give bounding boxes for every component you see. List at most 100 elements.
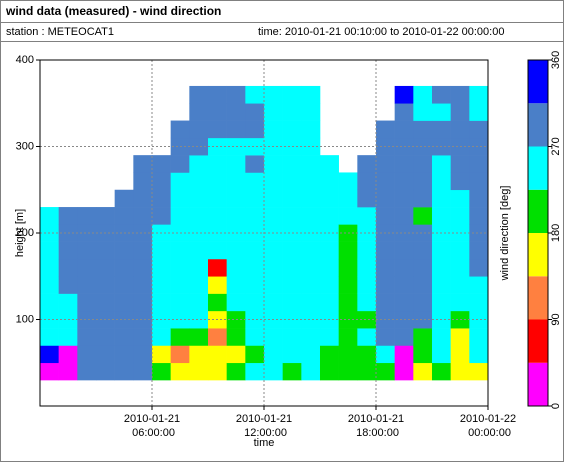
- heat-cell: [413, 103, 433, 121]
- heat-cell: [413, 224, 433, 242]
- heat-cell: [152, 155, 171, 173]
- heat-cell: [301, 120, 321, 139]
- heat-cell: [58, 345, 78, 364]
- heat-cell: [376, 189, 395, 208]
- heat-cell: [77, 328, 97, 346]
- heat-cell: [357, 172, 377, 191]
- heat-cell: [282, 328, 302, 346]
- heat-cell: [245, 103, 265, 121]
- heat-cell: [245, 85, 265, 104]
- heat-cell: [264, 85, 283, 104]
- heat-cell: [413, 276, 433, 294]
- heat-cell: [208, 85, 227, 104]
- heat-cell: [357, 155, 377, 173]
- colorbar-segment: [528, 276, 548, 320]
- heat-cell: [301, 241, 321, 260]
- heat-cell: [376, 276, 395, 294]
- heat-cell: [133, 276, 153, 294]
- heat-cell: [394, 120, 414, 139]
- heat-cell: [96, 241, 115, 260]
- heat-cell: [226, 103, 246, 121]
- heat-cell: [152, 362, 171, 381]
- heat-cell: [40, 276, 59, 294]
- heat-cell: [450, 85, 470, 104]
- heat-cell: [469, 362, 489, 381]
- heat-cell: [133, 345, 153, 364]
- heat-cell: [301, 224, 321, 242]
- heat-cell: [133, 362, 153, 381]
- heat-cell: [189, 172, 209, 191]
- x-tick-label-line: 2010-01-22: [460, 413, 516, 425]
- heat-cell: [133, 224, 153, 242]
- heat-cell: [450, 362, 470, 381]
- colorbar-tick-label: 270: [550, 137, 562, 155]
- heat-cell: [189, 103, 209, 121]
- heat-cell: [469, 172, 489, 191]
- heat-cell: [432, 85, 451, 104]
- heat-cell: [133, 189, 153, 208]
- heat-cell: [432, 293, 451, 312]
- heat-cell: [301, 328, 321, 346]
- heat-cell: [450, 345, 470, 364]
- heat-cell: [376, 293, 395, 312]
- heat-cell: [357, 276, 377, 294]
- heat-cell: [264, 258, 283, 277]
- heat-cell: [469, 328, 489, 346]
- heat-cell: [413, 241, 433, 260]
- heat-cell: [413, 258, 433, 277]
- heat-cell: [282, 120, 302, 139]
- heat-cell: [152, 345, 171, 364]
- heat-cell: [133, 328, 153, 346]
- heat-cell: [77, 224, 97, 242]
- heat-cell: [152, 189, 171, 208]
- x-tick-label-line: 2010-01-21: [236, 413, 292, 425]
- heat-cell: [170, 120, 190, 139]
- heat-cell: [469, 103, 489, 121]
- heat-cell: [357, 310, 377, 329]
- heat-cell: [170, 276, 190, 294]
- heat-cell: [189, 328, 209, 346]
- heat-cell: [114, 241, 134, 260]
- heat-cell: [394, 276, 414, 294]
- heat-cell: [282, 345, 302, 364]
- heat-cell: [189, 310, 209, 329]
- heat-cell: [96, 345, 115, 364]
- heat-cell: [226, 258, 246, 277]
- heat-cell: [282, 293, 302, 312]
- heat-cell: [208, 172, 227, 191]
- heat-cell: [432, 120, 451, 139]
- heat-cell: [450, 276, 470, 294]
- heat-cell: [357, 328, 377, 346]
- heat-cell: [264, 189, 283, 208]
- heat-cell: [394, 85, 414, 104]
- heat-cell: [432, 103, 451, 121]
- y-tick-label: 200: [16, 227, 34, 239]
- heat-cell: [245, 328, 265, 346]
- heat-cell: [226, 345, 246, 364]
- colorbar-tick-label: 180: [550, 224, 562, 242]
- heat-cell: [469, 137, 489, 156]
- heat-cell: [208, 345, 227, 364]
- heat-cell: [189, 155, 209, 173]
- heat-cell: [189, 258, 209, 277]
- heat-cell: [432, 328, 451, 346]
- heat-cell: [413, 189, 433, 208]
- heat-cell: [338, 328, 358, 346]
- heat-cell: [413, 155, 433, 173]
- heat-cell: [208, 155, 227, 173]
- heat-cell: [338, 172, 358, 191]
- heat-cell: [152, 207, 171, 225]
- x-axis-label: time: [254, 437, 275, 449]
- heat-cell: [320, 328, 339, 346]
- heat-cell: [320, 207, 339, 225]
- heat-cell: [114, 189, 134, 208]
- heat-cell: [264, 155, 283, 173]
- heat-cell: [96, 258, 115, 277]
- heat-cell: [376, 120, 395, 139]
- heat-cell: [450, 103, 470, 121]
- heat-cell: [264, 241, 283, 260]
- heat-cell: [376, 155, 395, 173]
- heat-cell: [282, 103, 302, 121]
- heat-cell: [245, 241, 265, 260]
